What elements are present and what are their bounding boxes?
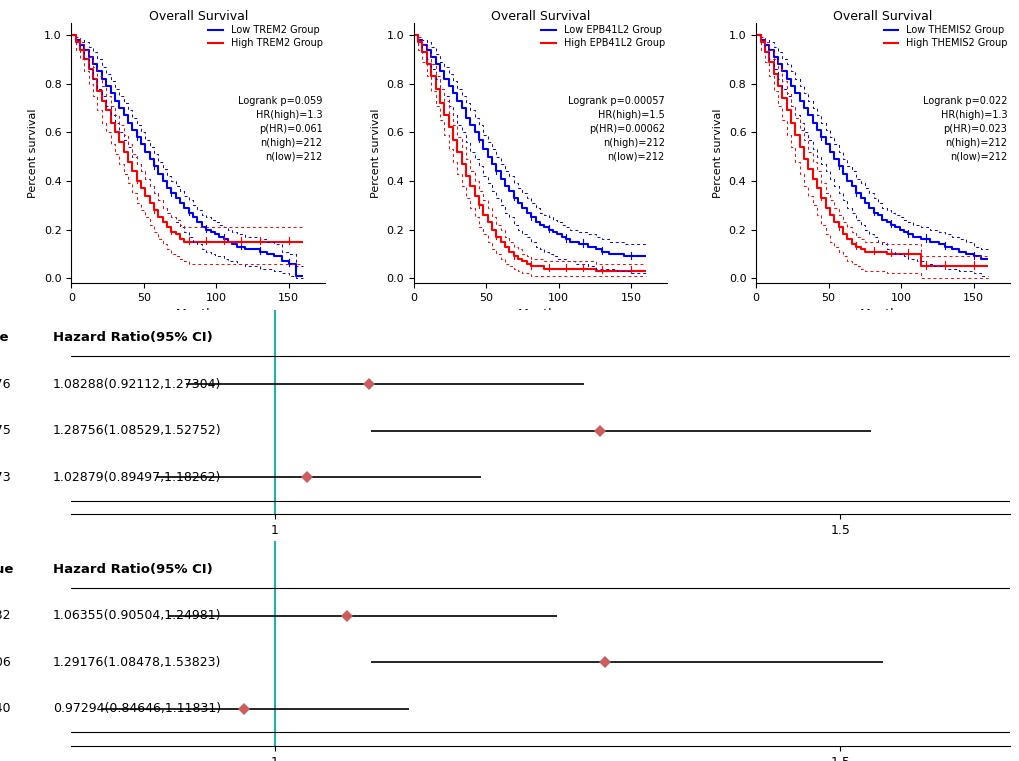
Title: Overall Survival: Overall Survival	[833, 10, 931, 23]
Text: 0.68973: 0.68973	[0, 471, 10, 484]
Text: Pvalue: Pvalue	[0, 331, 9, 344]
Text: 1.29176(1.08478,1.53823): 1.29176(1.08478,1.53823)	[53, 656, 221, 669]
Legend: Low THEMIS2 Group, High THEMIS2 Group: Low THEMIS2 Group, High THEMIS2 Group	[882, 25, 1007, 48]
X-axis label: Months: Months	[175, 308, 221, 321]
Text: 0.00375: 0.00375	[0, 425, 10, 438]
Text: 1.06355(0.90504,1.24981): 1.06355(0.90504,1.24981)	[53, 609, 221, 622]
Text: Hazard Ratio(95% CI): Hazard Ratio(95% CI)	[53, 562, 212, 575]
Text: Logrank p=0.022
HR(high)=1.3
p(HR)=0.023
n(high)=212
n(low)=212: Logrank p=0.022 HR(high)=1.3 p(HR)=0.023…	[922, 96, 1007, 162]
Title: Overall Survival: Overall Survival	[490, 10, 590, 23]
Text: 0.00406: 0.00406	[0, 656, 10, 669]
Y-axis label: Percent survival: Percent survival	[29, 108, 39, 198]
Legend: Low TREM2 Group, High TREM2 Group: Low TREM2 Group, High TREM2 Group	[208, 25, 322, 48]
Title: Overall Survival: Overall Survival	[149, 10, 248, 23]
X-axis label: Months: Months	[518, 308, 562, 321]
Y-axis label: Percent survival: Percent survival	[370, 108, 380, 198]
X-axis label: Hazard Ratio: Hazard Ratio	[495, 543, 585, 557]
X-axis label: Months: Months	[859, 308, 905, 321]
Text: 1.08288(0.92112,1.27304): 1.08288(0.92112,1.27304)	[53, 377, 221, 391]
Text: 0.69940: 0.69940	[0, 702, 10, 715]
Text: 0.45432: 0.45432	[0, 609, 10, 622]
Text: p.value: p.value	[0, 562, 14, 575]
Text: 1.28756(1.08529,1.52752): 1.28756(1.08529,1.52752)	[53, 425, 221, 438]
Text: Logrank p=0.059
HR(high)=1.3
p(HR)=0.061
n(high)=212
n(low)=212: Logrank p=0.059 HR(high)=1.3 p(HR)=0.061…	[237, 96, 322, 162]
Text: Hazard Ratio(95% CI): Hazard Ratio(95% CI)	[53, 331, 212, 344]
Y-axis label: Percent survival: Percent survival	[712, 108, 722, 198]
Legend: Low EPB41L2 Group, High EPB41L2 Group: Low EPB41L2 Group, High EPB41L2 Group	[541, 25, 664, 48]
Text: Logrank p=0.00057
HR(high)=1.5
p(HR)=0.00062
n(high)=212
n(low)=212: Logrank p=0.00057 HR(high)=1.5 p(HR)=0.0…	[568, 96, 664, 162]
Text: 0.33476: 0.33476	[0, 377, 10, 391]
Text: 0.97294(0.84646,1.11831): 0.97294(0.84646,1.11831)	[53, 702, 220, 715]
Text: 1.02879(0.89497,1.18262): 1.02879(0.89497,1.18262)	[53, 471, 221, 484]
